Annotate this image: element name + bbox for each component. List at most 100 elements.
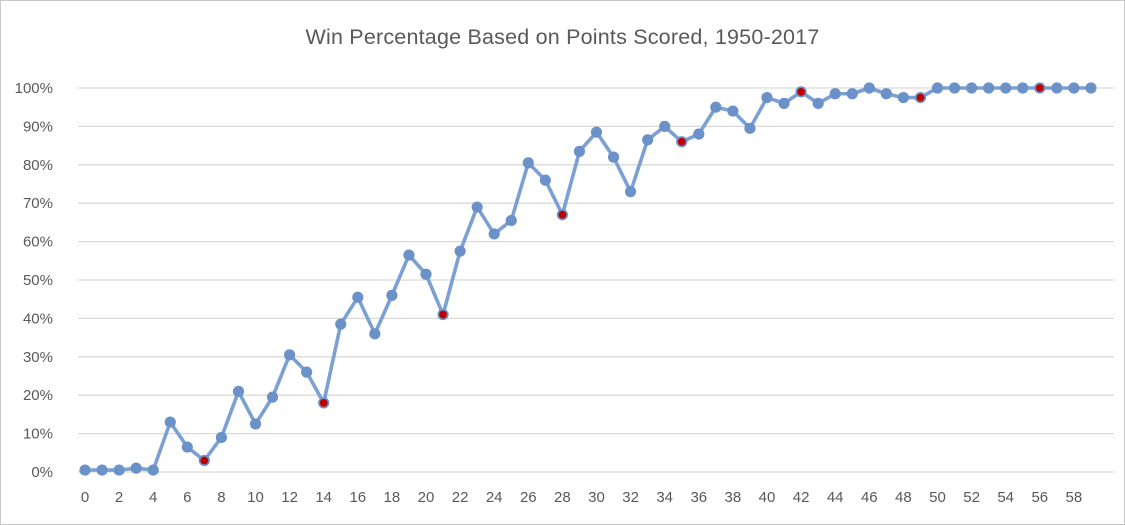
data-point-marker [147, 464, 159, 476]
data-point-marker [710, 101, 722, 113]
data-point-marker [1051, 82, 1063, 94]
series-markers [79, 82, 1097, 476]
data-point-marker [625, 186, 637, 198]
x-tick-label: 30 [588, 489, 605, 506]
x-tick-label: 28 [554, 489, 571, 506]
data-point-marker [113, 464, 125, 476]
y-tick-label: 20% [23, 387, 53, 404]
x-tick-label: 32 [622, 489, 639, 506]
data-point-marker [454, 245, 466, 257]
y-tick-label: 40% [23, 310, 53, 327]
x-tick-label: 42 [793, 489, 810, 506]
data-point-marker-highlight [677, 137, 686, 146]
data-point-marker [539, 174, 551, 186]
data-point-marker [573, 145, 586, 157]
series-line [83, 86, 1093, 472]
y-tick-label: 100% [15, 80, 53, 97]
data-point-marker [79, 464, 91, 476]
data-point-marker-highlight [916, 93, 925, 102]
x-tick-label: 22 [452, 489, 469, 506]
data-point-marker [880, 88, 892, 100]
data-point-marker [301, 366, 313, 378]
data-point-marker [420, 268, 432, 280]
x-tick-label: 48 [895, 489, 912, 506]
data-point-marker [829, 88, 841, 100]
data-point-marker [897, 92, 910, 104]
y-tick-label: 80% [23, 157, 53, 174]
y-axis-labels: 0% 10% 20% 30% 40% 50% 60% 70% 80% 90% 100% [15, 80, 53, 481]
x-tick-label: 54 [997, 489, 1014, 506]
data-point-marker-highlight [200, 456, 209, 465]
data-point-marker [386, 289, 398, 301]
data-point-marker [96, 464, 108, 476]
x-tick-label: 2 [115, 489, 123, 506]
data-point-marker [607, 151, 620, 163]
data-point-marker [403, 249, 415, 261]
y-tick-label: 10% [23, 426, 53, 443]
data-point-marker [761, 92, 773, 104]
data-point-marker [727, 105, 739, 117]
x-tick-label: 16 [349, 489, 366, 506]
y-tick-label: 30% [23, 349, 53, 366]
x-tick-label: 6 [183, 489, 191, 506]
x-tick-label: 8 [217, 489, 225, 506]
y-tick-label: 90% [23, 118, 53, 135]
data-point-marker [863, 82, 875, 94]
data-point-marker [249, 418, 262, 430]
data-point-marker [335, 318, 347, 330]
data-point-marker [215, 431, 227, 444]
x-tick-label: 50 [929, 489, 946, 506]
data-point-marker [948, 82, 961, 94]
data-point-marker [130, 462, 142, 474]
y-tick-label: 70% [23, 195, 53, 212]
data-point-marker [642, 134, 654, 146]
data-point-marker-highlight [558, 210, 567, 219]
gridlines [78, 87, 1114, 473]
x-tick-label: 52 [963, 489, 980, 506]
data-point-marker [284, 349, 296, 361]
data-point-marker [812, 97, 824, 109]
x-axis-labels: 0 2 4 6 8 10 12 14 16 18 20 22 24 26 28 30 32 34 36 38 40 42 4… [81, 489, 1082, 506]
data-point-marker [471, 201, 483, 213]
data-point-marker [966, 82, 978, 94]
y-tick-label: 0% [31, 464, 53, 481]
data-point-marker-highlight [319, 398, 328, 407]
x-tick-label: 12 [281, 489, 298, 506]
x-tick-label: 34 [656, 489, 673, 506]
x-tick-label: 20 [418, 489, 435, 506]
x-tick-label: 4 [149, 489, 157, 506]
data-point-marker [352, 291, 364, 303]
x-tick-label: 26 [520, 489, 537, 506]
data-point-marker [488, 228, 500, 240]
data-point-marker [505, 214, 517, 227]
data-point-marker [1000, 82, 1012, 94]
y-tick-label: 60% [23, 234, 53, 251]
data-point-marker [232, 385, 245, 397]
data-point-marker [181, 441, 193, 453]
data-point-marker [522, 157, 534, 169]
x-tick-label: 10 [247, 489, 264, 506]
x-tick-label: 38 [725, 489, 742, 506]
data-point-marker [1085, 82, 1097, 94]
data-point-marker-highlight [1035, 84, 1044, 92]
chart-title: Win Percentage Based on Points Scored, 1… [305, 25, 820, 49]
data-point-marker-highlight [439, 310, 447, 319]
data-point-marker [1017, 82, 1029, 94]
x-tick-label: 36 [690, 489, 707, 506]
data-point-marker [659, 120, 671, 132]
data-point-marker [369, 328, 381, 340]
x-tick-label: 18 [384, 489, 401, 506]
data-point-marker [266, 391, 279, 403]
x-tick-label: 46 [861, 489, 878, 506]
data-point-marker [778, 97, 790, 109]
data-point-marker [983, 82, 995, 94]
data-point-marker [590, 126, 603, 138]
x-tick-label: 14 [315, 489, 332, 506]
data-point-marker [164, 416, 176, 428]
x-tick-label: 56 [1031, 489, 1048, 506]
x-tick-label: 0 [81, 489, 89, 506]
x-tick-label: 58 [1066, 489, 1083, 506]
data-point-marker-highlight [797, 87, 805, 96]
